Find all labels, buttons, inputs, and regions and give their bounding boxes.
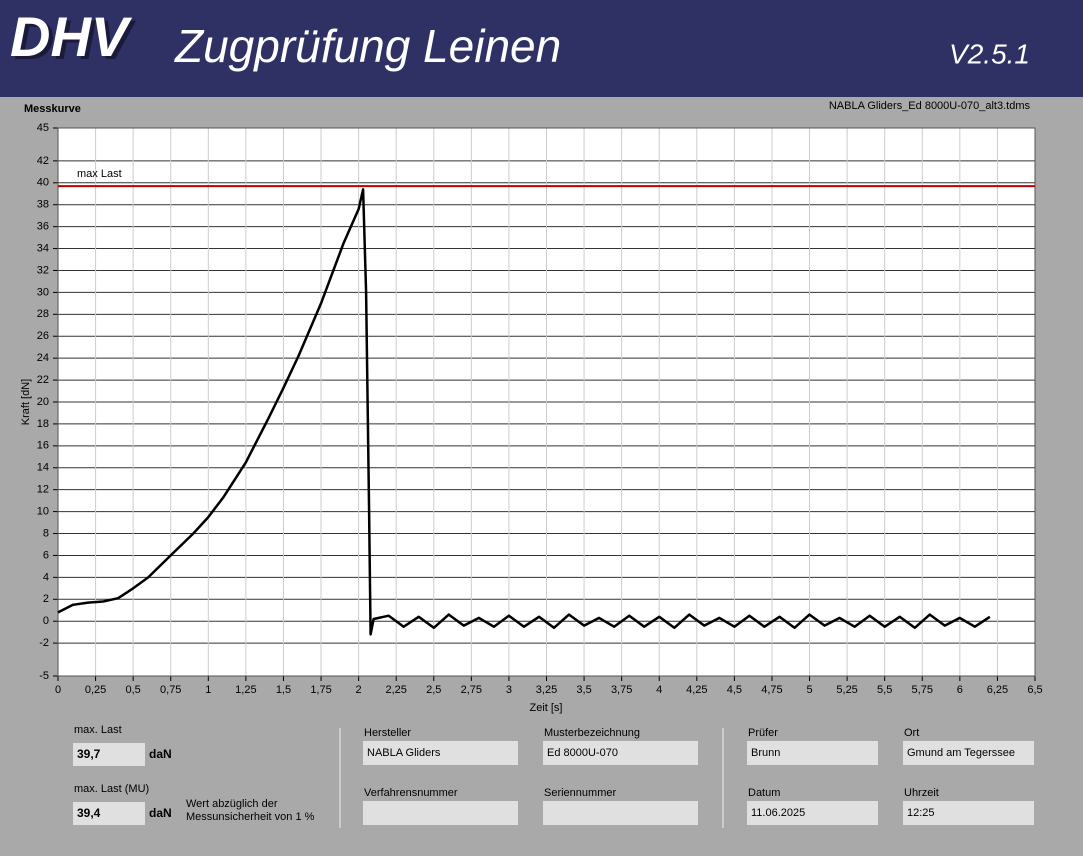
field-value: Brunn [751,747,780,759]
field-value: NABLA Gliders [367,747,441,759]
field-label: Musterbezeichnung [544,727,640,739]
measure-note: Wert abzüglich der [186,798,278,810]
field-label: Verfahrensnummer [364,787,458,799]
measure-box [73,802,145,825]
field-box [747,741,878,765]
field-value: Gmund am Tegerssee [907,747,1015,759]
measure-unit: daN [149,747,172,761]
x-tick-label: 4,5 [727,684,742,696]
measure-unit: daN [149,806,172,820]
y-tick-label: 28 [37,308,49,320]
y-tick-label: 16 [37,440,49,452]
empty-field [543,801,698,825]
y-tick-label: 42 [37,155,49,167]
measure-value: 39,4 [77,806,101,820]
field-label: Seriennummer [544,787,616,799]
logo: DHV [10,5,133,68]
x-tick-label: 0,75 [160,684,181,696]
x-tick-label: 2,75 [461,684,482,696]
logo-shadow: DHV [14,8,137,71]
x-tick-label: 5,75 [912,684,933,696]
field-label: Ort [904,727,919,739]
field-value: Ed 8000U-070 [547,747,618,759]
field-value: 12:25 [907,807,935,819]
x-tick-label: 5 [806,684,812,696]
field-box [363,741,518,765]
reference-label: max Last [77,168,122,180]
field-label: Hersteller [364,727,411,739]
x-tick-label: 0,25 [85,684,106,696]
y-tick-label: 10 [37,506,49,518]
x-tick-label: 5,5 [877,684,892,696]
app-title: Zugprüfung Leinen [174,20,561,72]
measure-note: Messunsicherheit von 1 % [186,811,315,823]
field-label: Prüfer [748,727,778,739]
x-tick-label: 6 [957,684,963,696]
x-tick-label: 0 [55,684,61,696]
file-name: NABLA Gliders_Ed 8000U-070_alt3.tdms [829,100,1031,112]
header-bar [0,0,1083,97]
y-tick-label: 12 [37,484,49,496]
y-tick-label: 20 [37,396,49,408]
field-box [543,741,698,765]
x-tick-label: 4,75 [761,684,782,696]
x-tick-label: 1,5 [276,684,291,696]
x-tick-label: 4 [656,684,662,696]
field-box [903,801,1034,825]
field-box [903,741,1034,765]
field-value: 11.06.2025 [751,807,805,819]
x-tick-label: 3,25 [536,684,557,696]
force-curve [57,188,991,636]
x-tick-label: 3,5 [576,684,591,696]
x-axis-label: Zeit [s] [529,702,562,714]
y-tick-label: 18 [37,418,49,430]
measure-label: max. Last [74,724,122,736]
x-tick-label: 2,25 [385,684,406,696]
measure-value: 39,7 [77,747,101,761]
y-tick-label: -5 [39,670,49,682]
field-label: Datum [748,787,780,799]
chart-title: Messkurve [24,103,81,115]
x-tick-label: 4,25 [686,684,707,696]
empty-field [363,801,518,825]
y-tick-label: 36 [37,221,49,233]
version: V2.5.1 [949,38,1030,69]
y-tick-label: 8 [43,527,49,539]
measure-box [73,743,145,766]
x-tick-label: 6,25 [987,684,1008,696]
y-tick-label: 6 [43,549,49,561]
y-tick-label: 24 [37,352,49,364]
x-tick-label: 0,5 [126,684,141,696]
y-tick-label: 2 [43,593,49,605]
y-tick-label: 30 [37,286,49,298]
y-tick-label: 40 [37,177,49,189]
y-tick-label: 34 [37,242,49,254]
x-tick-label: 6,5 [1027,684,1042,696]
y-tick-label: 0 [43,615,49,627]
plot-frame [57,127,1036,677]
field-box [747,801,878,825]
x-tick-label: 1,75 [310,684,331,696]
y-tick-label: 26 [37,330,49,342]
y-tick-label: 14 [37,462,49,474]
x-tick-label: 5,25 [836,684,857,696]
x-tick-label: 1,25 [235,684,256,696]
y-tick-label: 38 [37,199,49,211]
x-tick-label: 2,5 [426,684,441,696]
field-label: Uhrzeit [904,787,939,799]
x-tick-label: 2 [356,684,362,696]
y-tick-label: 45 [37,122,49,134]
y-tick-label: -2 [39,637,49,649]
y-axis-label: Kraft [dN] [20,379,32,425]
y-tick-label: 4 [43,571,49,583]
y-tick-label: 22 [37,374,49,386]
x-tick-label: 3 [506,684,512,696]
measure-label: max. Last (MU) [74,783,149,795]
x-tick-label: 3,75 [611,684,632,696]
y-tick-label: 32 [37,264,49,276]
x-tick-label: 1 [205,684,211,696]
